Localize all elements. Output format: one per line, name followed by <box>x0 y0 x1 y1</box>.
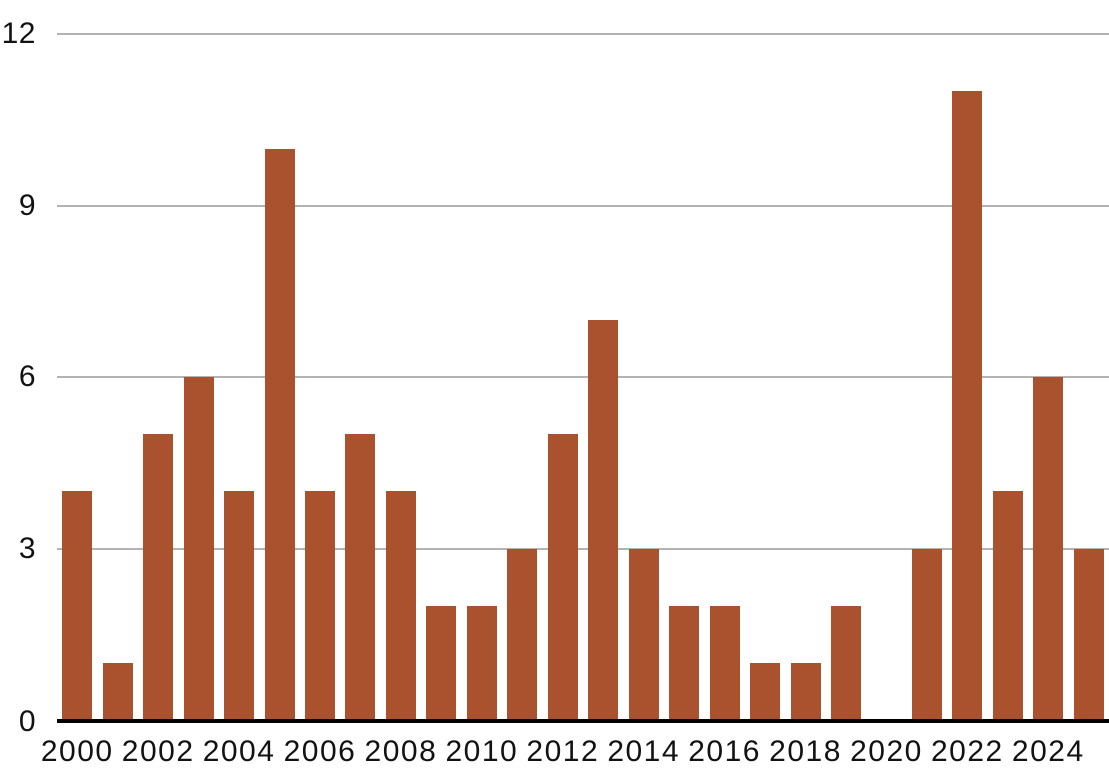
bar-2004 <box>224 491 255 720</box>
bar-2022 <box>952 91 983 720</box>
bar-2012 <box>547 434 578 720</box>
x-tick-label-2020: 2020 <box>850 735 923 768</box>
x-tick-label-2024: 2024 <box>1011 735 1085 768</box>
x-tick-label-2018: 2018 <box>769 735 842 768</box>
bar-2018 <box>790 662 821 720</box>
x-tick-label-2016: 2016 <box>688 735 761 768</box>
x-axis-line <box>57 719 1109 723</box>
bar-2013 <box>588 319 619 720</box>
x-tick-label-2012: 2012 <box>526 735 600 768</box>
bar-2024 <box>1033 377 1064 720</box>
x-tick-label-2010: 2010 <box>445 735 519 768</box>
x-tick-label-2008: 2008 <box>364 735 438 768</box>
x-tick-label-2002: 2002 <box>121 735 195 768</box>
bar-2019 <box>831 605 861 720</box>
bar-2007 <box>345 434 376 720</box>
bar-2009 <box>426 605 457 720</box>
bar-2001 <box>102 662 133 720</box>
bar-2008 <box>385 491 416 720</box>
bar-2025 <box>1073 548 1104 720</box>
y-tick-label-3: 3 <box>18 531 36 565</box>
x-tick-label-2022: 2022 <box>931 735 1004 768</box>
gridline-3 <box>57 547 1109 550</box>
bar-2014 <box>628 548 659 720</box>
y-tick-label-12: 12 <box>1 17 36 51</box>
y-tick-label-0: 0 <box>18 705 36 738</box>
x-tick-label-2014: 2014 <box>607 735 681 768</box>
bar-2016 <box>709 605 740 720</box>
x-tick-label-2000: 2000 <box>40 735 114 768</box>
y-tick-label-6: 6 <box>18 360 36 394</box>
bar-2006 <box>305 491 335 720</box>
bar-2023 <box>992 491 1023 720</box>
bar-2002 <box>143 434 174 720</box>
x-tick-label-2004: 2004 <box>202 735 276 768</box>
bar-2011 <box>507 548 538 720</box>
gridline-9 <box>57 204 1109 207</box>
gridline-6 <box>57 376 1109 379</box>
bar-2005 <box>264 148 295 720</box>
bar-2010 <box>466 605 497 720</box>
y-tick-label-9: 9 <box>18 188 36 222</box>
bar-2015 <box>669 605 700 720</box>
bar-2003 <box>183 377 214 720</box>
bar-2000 <box>62 491 93 720</box>
bar-2021 <box>911 548 942 720</box>
gridline-12 <box>57 33 1109 36</box>
bar-2017 <box>750 662 781 720</box>
x-tick-label-2006: 2006 <box>283 735 357 768</box>
